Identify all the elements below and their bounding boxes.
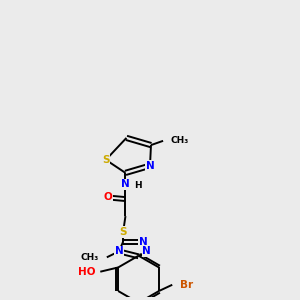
Text: N: N — [115, 246, 123, 256]
Text: H: H — [134, 181, 142, 190]
Text: Br: Br — [180, 280, 193, 290]
Text: N: N — [142, 246, 151, 256]
Text: N: N — [146, 161, 154, 171]
Text: N: N — [139, 237, 148, 247]
Text: CH₃: CH₃ — [171, 136, 189, 145]
Text: S: S — [119, 227, 127, 237]
Text: HO: HO — [78, 267, 95, 277]
Text: O: O — [103, 192, 112, 203]
Text: S: S — [102, 155, 110, 165]
Text: N: N — [121, 179, 130, 189]
Text: CH₃: CH₃ — [81, 253, 99, 262]
